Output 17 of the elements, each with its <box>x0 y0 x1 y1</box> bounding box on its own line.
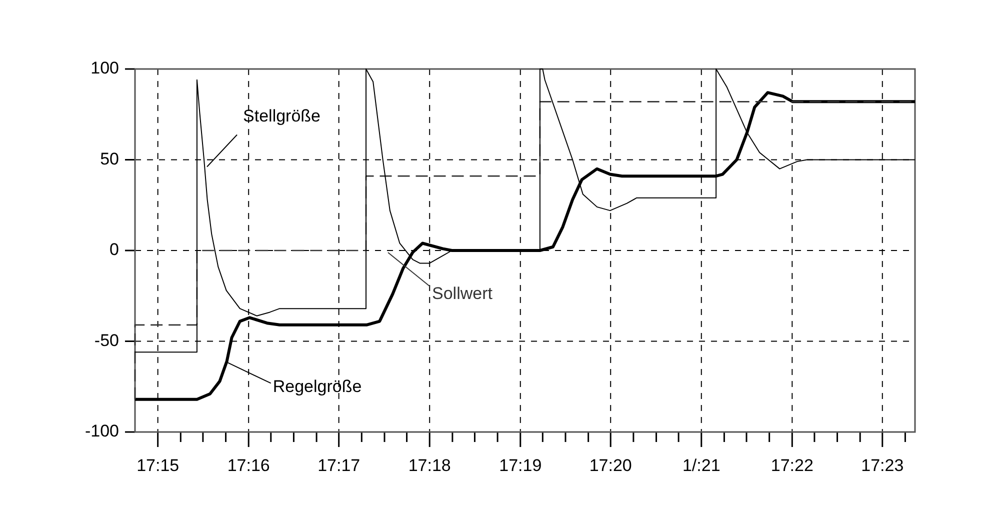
y-tick-label: -100 <box>84 422 119 441</box>
x-tick-label: 17:22 <box>770 456 814 475</box>
y-tick-label: -50 <box>94 330 119 350</box>
x-tick-label: 1/:21 <box>682 456 720 475</box>
text: Regelgröße <box>272 376 362 396</box>
text: Stellgröße <box>243 106 321 126</box>
x-tick-label: 17:19 <box>499 456 542 475</box>
x-tick-label: 17:18 <box>408 456 451 475</box>
x-tick-label: 17:17 <box>318 456 360 475</box>
x-tick-label: 17:16 <box>227 456 270 475</box>
y-tick-label: 50 <box>100 149 119 168</box>
x-tick-label: 17:23 <box>861 456 904 475</box>
x-tick-label: 17:20 <box>589 456 632 475</box>
y-tick-label: 0 <box>110 240 119 260</box>
x-tick-label: 17:15 <box>136 456 180 475</box>
text: Sollwert <box>432 284 493 304</box>
y-tick-label: 100 <box>90 58 119 78</box>
